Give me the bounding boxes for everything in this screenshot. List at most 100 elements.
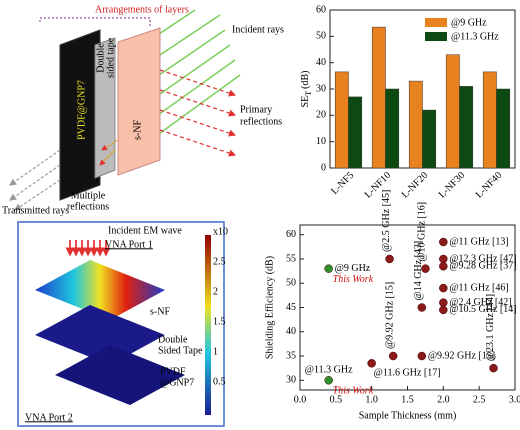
- point: [439, 237, 448, 247]
- multiple-label: reflections: [67, 201, 109, 212]
- point-label: @9 GHz: [335, 263, 371, 274]
- snf-label: s-NF: [132, 120, 143, 140]
- point-label: @9.92 GHz [15]: [384, 282, 395, 349]
- incident-label: Incident rays: [232, 24, 284, 35]
- colorbar-label: 2.5: [213, 256, 226, 267]
- y-label-sub: T: [304, 91, 313, 96]
- wave-label: Incident EM wave: [108, 225, 182, 236]
- tape-sheet: [35, 305, 165, 365]
- legend-label: @9 GHz: [451, 17, 487, 28]
- snf-sim-label: s-NF: [150, 306, 170, 317]
- y-tick-label: 45: [286, 302, 296, 313]
- point-label: @2.5 GHz [45]: [381, 190, 392, 252]
- bracket: [39, 17, 151, 28]
- transmitted-label: Transmitted rays: [2, 205, 69, 216]
- point-label: @23.1 GHz [44]: [485, 294, 496, 361]
- point: [439, 298, 448, 307]
- y-label-main: SE: [300, 96, 311, 108]
- snf-sheet: [35, 260, 165, 320]
- bar: [348, 96, 363, 169]
- annotation: This Work: [333, 274, 374, 285]
- pvdf-sim-label: @GNP7: [160, 377, 194, 388]
- y-tick-label: 0: [321, 162, 326, 173]
- colorbar: [205, 235, 211, 415]
- x-tick-label: 1.0: [365, 394, 378, 405]
- x-tick-label: L-NF30: [437, 170, 468, 201]
- y-tick-label: 40: [286, 326, 296, 337]
- point: [489, 363, 498, 373]
- wave-arrows: [65, 240, 111, 257]
- point-label: @11.3 GHz: [305, 365, 353, 376]
- bar: [496, 88, 511, 169]
- colorbar-label: 2: [213, 286, 218, 297]
- y-label-unit: (dB): [300, 71, 311, 89]
- bar: [459, 86, 474, 169]
- y-tick-label: 30: [316, 83, 326, 94]
- point: [439, 254, 448, 264]
- point-label: @2.4 GHz [42]: [449, 297, 511, 308]
- legend-label: @11.3 GHz: [451, 31, 499, 42]
- y-tick-label: 55: [286, 253, 296, 264]
- bar: [408, 80, 423, 169]
- layer-diagram: Arrangements of layers PVDF@GNP7 Double …: [2, 4, 284, 216]
- simulation-panel: Incident EM wave VNA Port 1 s-NF Double …: [17, 221, 228, 427]
- point-label: @12.3 GHz [47]: [449, 253, 516, 264]
- x-tick-label: 2.5: [473, 394, 486, 405]
- point: [385, 254, 394, 264]
- point: [439, 262, 448, 271]
- y-tick-label: 50: [286, 278, 296, 289]
- primary-label: Primary: [240, 104, 272, 115]
- point-label: @10 GHz [16]: [417, 202, 428, 262]
- legend-swatch: [425, 18, 447, 27]
- port1-label: VNA Port 1: [105, 239, 153, 250]
- point: [388, 351, 398, 361]
- y-tick-label: 10: [316, 136, 326, 147]
- colorbar-label: 1: [213, 346, 218, 357]
- y-axis-label: Shielding Efficiency (dB): [264, 256, 275, 359]
- y-axis-label: SET (dB): [300, 71, 313, 108]
- x-tick-label: 0.5: [330, 394, 343, 405]
- pvdf-sheet: [55, 345, 185, 405]
- y-tick-label: 50: [316, 31, 326, 42]
- diagram-title: Arrangements of layers: [95, 4, 189, 15]
- colorbar-label: 1.5: [213, 316, 226, 327]
- tape-label: Double: [95, 43, 106, 73]
- pvdf-sim-label: PVDF: [160, 366, 186, 377]
- point: [439, 283, 448, 293]
- point-label: @11 GHz [13]: [449, 236, 508, 247]
- bar: [334, 71, 349, 169]
- x-tick-label: 1.5: [401, 394, 414, 405]
- y-tick-label: 60: [316, 4, 326, 15]
- bar: [445, 54, 460, 169]
- y-tick-label: 60: [286, 229, 296, 240]
- x-tick-label: 2.0: [437, 394, 450, 405]
- colorbar-label: x10: [213, 226, 228, 237]
- point: [421, 264, 430, 273]
- multiple-arrows: [99, 139, 119, 166]
- legend-swatch: [425, 32, 447, 41]
- y-tick-label: 20: [316, 110, 326, 121]
- y-tick-label: 40: [316, 57, 326, 68]
- point: [439, 305, 448, 315]
- point: [324, 264, 333, 273]
- primary-label: reflections: [240, 116, 282, 127]
- multiple-label: Multiple: [71, 190, 106, 201]
- x-tick-label: L-NF40: [474, 170, 505, 201]
- bar: [422, 109, 437, 169]
- bar: [482, 71, 497, 169]
- point-label: @9.92 GHz [15]: [428, 350, 495, 361]
- tape-sim-label: Sided Tape: [158, 345, 203, 356]
- bar: [371, 26, 386, 169]
- reflection-arrows: [159, 69, 237, 157]
- transmitted-arrows: [9, 149, 61, 211]
- bar: [385, 88, 400, 169]
- port2-label: VNA Port 2: [25, 412, 73, 423]
- colorbar-labels: x10 2.5 2 1.5 1 0.5: [213, 226, 228, 387]
- tape-layer: [94, 37, 116, 179]
- tape-label: sided tape: [105, 37, 116, 78]
- snf-layer: [117, 27, 161, 176]
- point-label: @11.6 GHz [17]: [374, 368, 441, 379]
- point-label: @9.28 GHz [37]: [449, 261, 516, 272]
